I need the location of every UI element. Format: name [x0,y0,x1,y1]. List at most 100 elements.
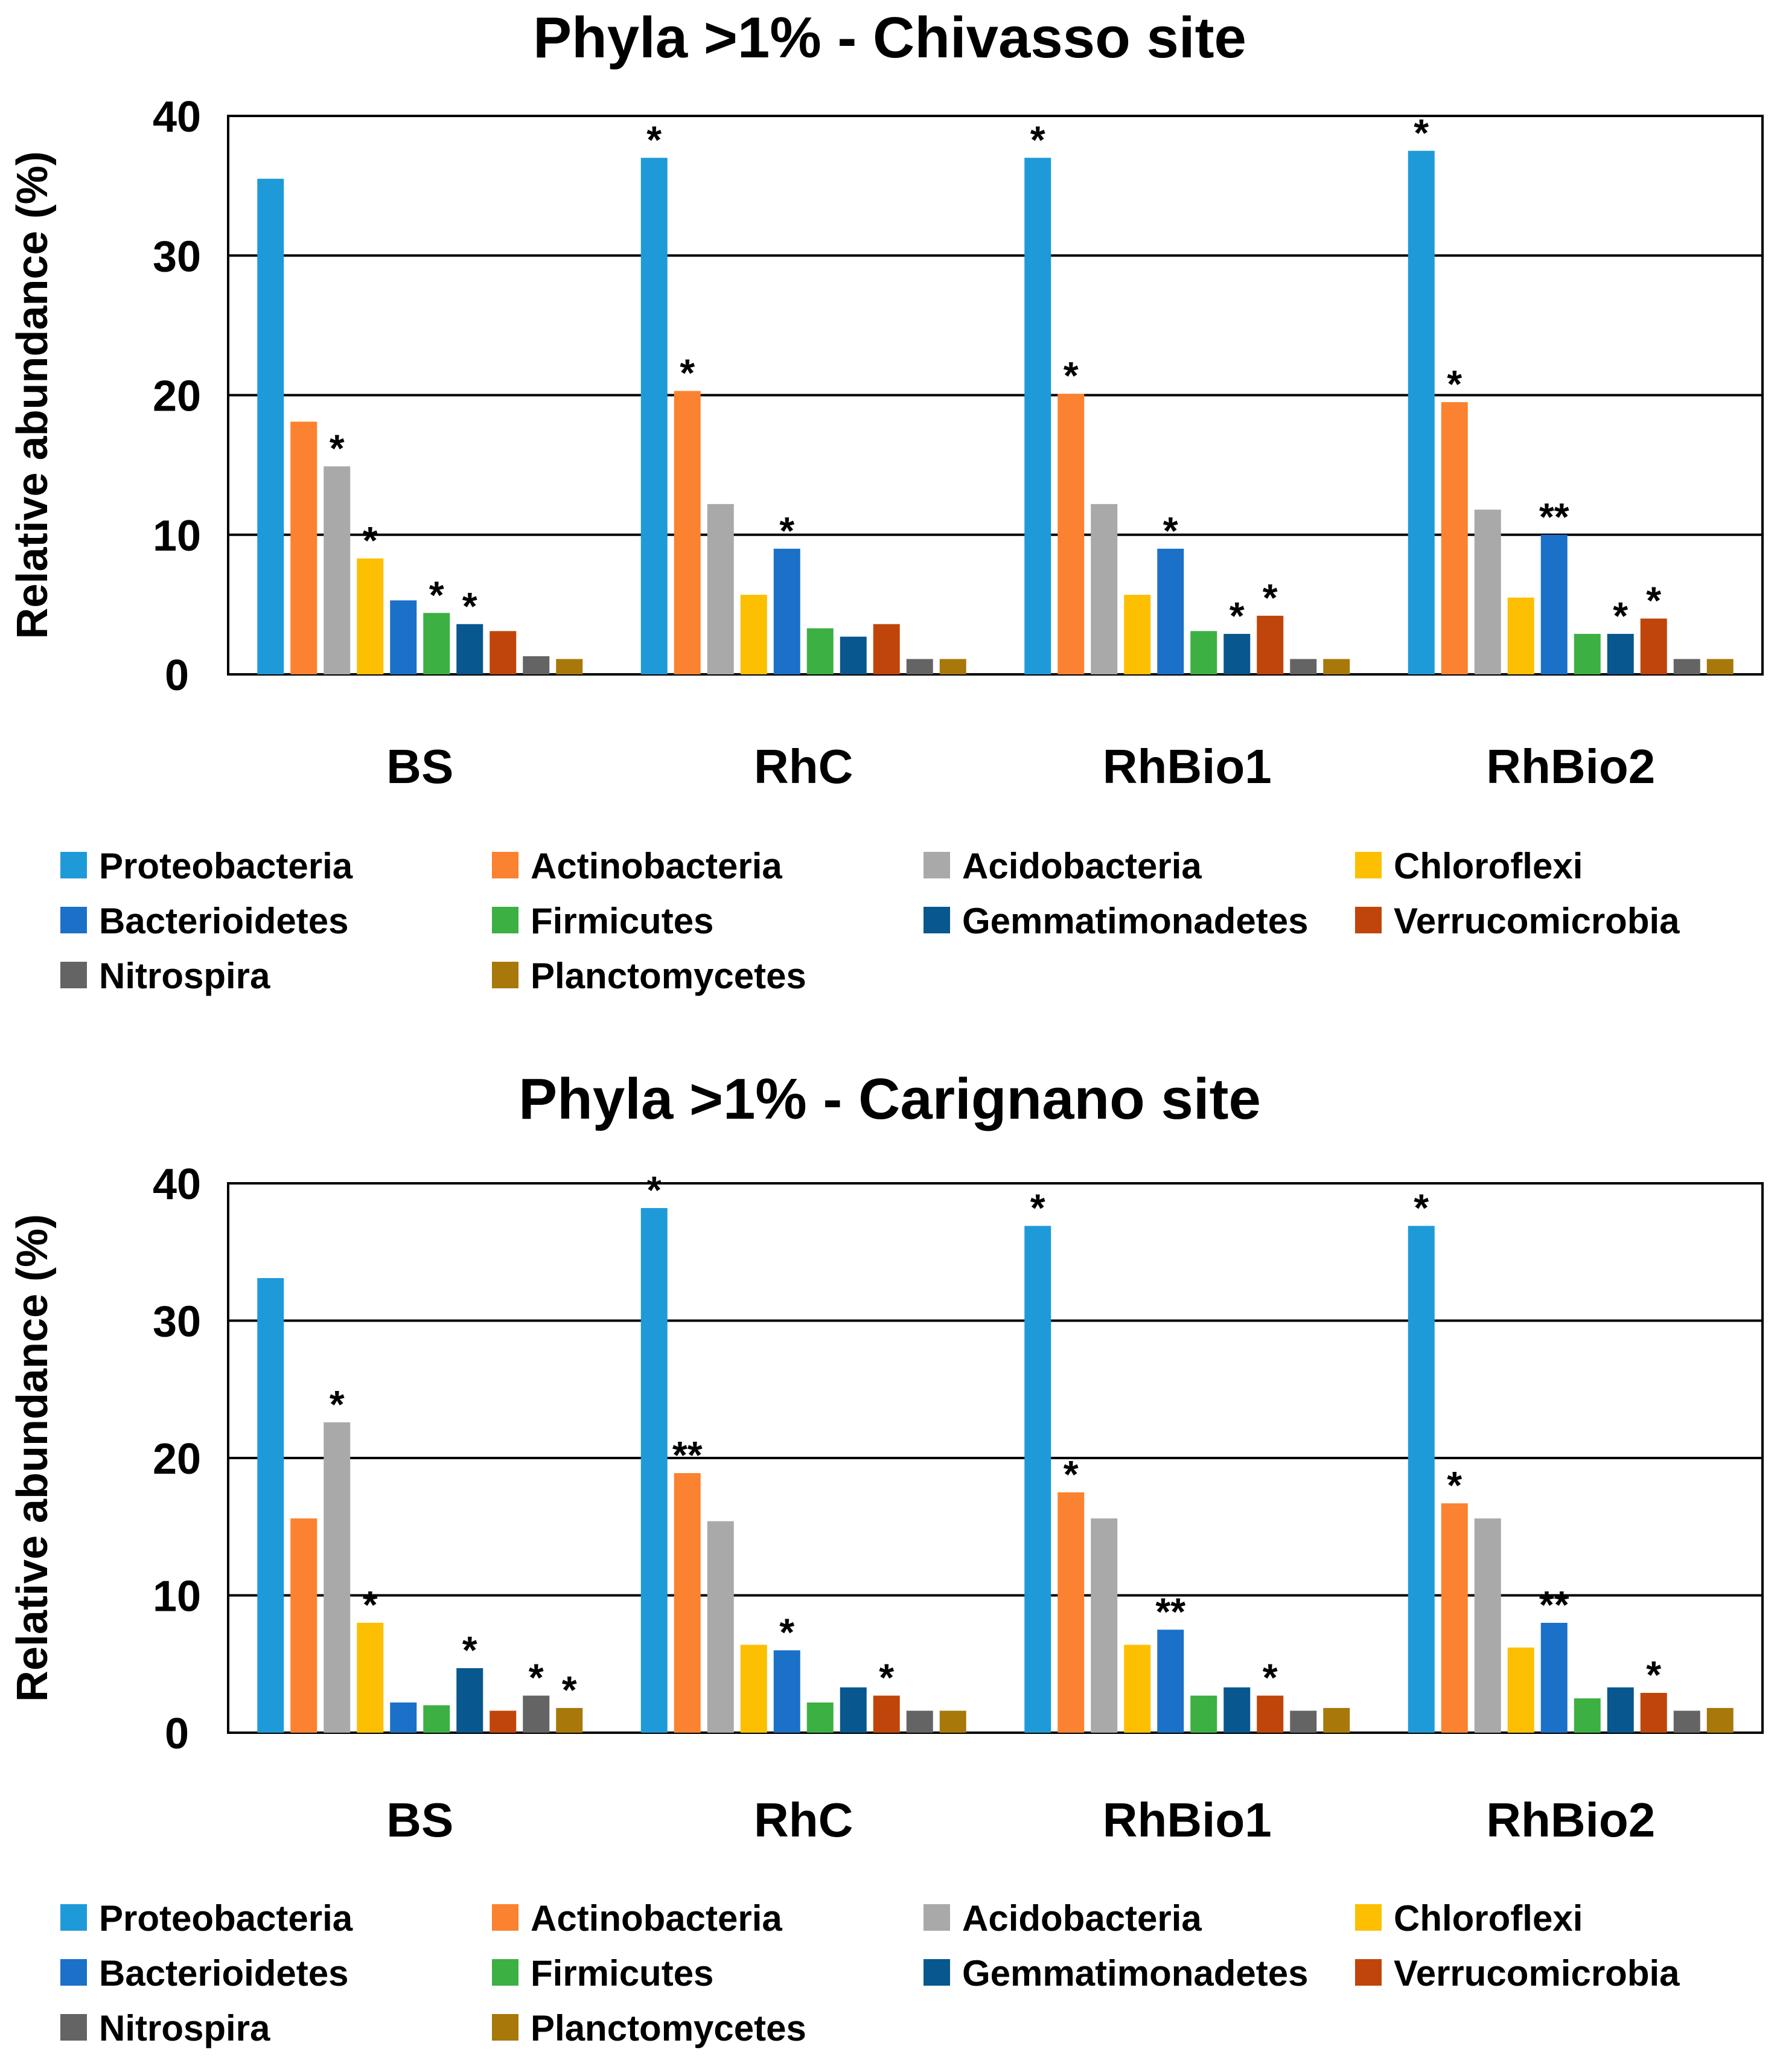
bar-chloroflexi-rhbio1 [1124,595,1151,674]
bar-nitrospira-rhc [906,1710,933,1733]
y-tick-label: 20 [153,1435,201,1483]
significance-label: * [363,1583,378,1626]
bar-verrucomicrobia-bs [490,1710,517,1733]
legend-label: Acidobacteria [962,1898,1202,1939]
bar-gemmatimonadetes-rhc [840,1687,867,1733]
y-tick-label: 0 [165,1710,189,1758]
bar-gemmatimonadetes-rhbio2 [1607,633,1634,674]
bar-proteobacteria-bs [257,179,284,674]
legend-swatch [60,907,87,933]
bar-acidobacteria-rhbio1 [1091,504,1118,674]
legend-label: Bacterioidetes [99,901,349,941]
legend-item: Chloroflexi [1355,846,1583,886]
legend-item: Proteobacteria [60,846,353,886]
bar-planctomycetes-bs [556,659,583,674]
category-label: BS [386,740,453,793]
legend-label: Nitrospira [99,956,270,996]
bar-proteobacteria-rhbio2 [1408,150,1435,674]
bar-nitrospira-rhbio2 [1673,1710,1700,1733]
significance-label: * [779,1611,794,1654]
category-label: RhBio2 [1486,740,1655,793]
chart-1: Phyla >1% - Chivasso site 0 10 20 30 40 Relati… [8,5,1764,996]
bar-verrucomicrobia-rhbio2 [1640,1693,1667,1733]
bar-bacterioidetes-bs [390,600,417,674]
legend-label: Planctomycetes [531,956,806,996]
y-tick-label: 10 [153,512,201,560]
bar-planctomycetes-bs [556,1708,583,1733]
legend-label: Chloroflexi [1394,1898,1583,1939]
legend-swatch [923,852,950,878]
y-tick-label: 10 [153,1573,201,1621]
legend-item: Gemmatimonadetes [923,901,1309,941]
significance-label: * [462,1628,477,1672]
bar-acidobacteria-rhc [707,504,734,674]
significance-label: * [1263,576,1278,619]
significance-label: * [779,509,794,552]
significance-label: * [879,1656,894,1699]
significance-label: ** [672,1433,703,1477]
bar-bacterioidetes-rhbio1 [1157,1629,1184,1733]
significance-label: * [529,1656,544,1699]
legend-label: Nitrospira [99,2008,270,2048]
bar-planctomycetes-rhc [939,659,966,674]
bar-verrucomicrobia-rhbio1 [1257,1695,1284,1733]
bar-proteobacteria-rhbio1 [1024,1226,1051,1733]
legend-swatch [60,852,87,878]
bar-gemmatimonadetes-bs [456,624,483,674]
legend-item: Firmicutes [492,1953,713,1994]
bar-nitrospira-bs [523,1695,550,1733]
legend-label: Verrucomicrobia [1394,901,1680,941]
legend-swatch [492,962,518,988]
significance-label: * [1414,111,1429,155]
bar-verrucomicrobia-rhc [873,1695,900,1733]
bar-nitrospira-rhbio1 [1290,659,1317,674]
significance-label: * [1447,1463,1462,1507]
bar-nitrospira-rhc [906,659,933,674]
bar-chloroflexi-rhbio2 [1507,597,1534,674]
bar-gemmatimonadetes-rhbio1 [1223,633,1251,674]
legend-label: Bacterioidetes [99,1953,349,1994]
bar-proteobacteria-rhc [640,1207,668,1733]
bar-proteobacteria-rhc [640,158,668,674]
legend-item: Bacterioidetes [60,901,349,941]
significance-label: ** [1539,1583,1569,1626]
bar-gemmatimonadetes-rhbio1 [1223,1687,1251,1733]
significance-label: * [680,351,695,395]
significance-label: * [646,118,662,161]
legend-swatch [923,1959,950,1986]
y-tick-label: 30 [153,232,201,281]
legend-label: Firmicutes [531,901,713,941]
significance-label: ** [1155,1590,1185,1633]
chart-2: Phyla >1% - Carignano site 0 10 20 30 40 Relat… [8,1067,1764,2048]
legend-item: Actinobacteria [492,846,782,886]
category-label: RhC [754,740,853,793]
legend-label: Chloroflexi [1394,846,1583,886]
legend-swatch [1355,852,1382,878]
significance-label: * [1030,118,1045,161]
bar-acidobacteria-rhc [707,1521,734,1733]
legend-swatch [60,962,87,988]
bar-bacterioidetes-bs [390,1702,417,1733]
bar-actinobacteria-bs [290,1518,317,1733]
legend-swatch [492,907,518,933]
significance-label: * [1230,594,1245,638]
y-tick-label: 20 [153,373,201,421]
bar-actinobacteria-rhbio2 [1441,402,1468,674]
bar-acidobacteria-rhbio2 [1474,1518,1501,1733]
bar-proteobacteria-bs [257,1277,284,1733]
legend-item: Firmicutes [492,901,713,941]
legend-item: Acidobacteria [923,1898,1202,1939]
significance-label: * [330,1383,345,1426]
bar-bacterioidetes-rhc [773,548,800,674]
bar-firmicutes-bs [423,1705,450,1733]
legend-swatch [492,1904,518,1931]
legend-swatch [492,852,518,878]
legend-swatch [1355,907,1382,933]
legend-label: Actinobacteria [531,1898,782,1939]
bar-chloroflexi-bs [357,558,384,674]
legend-item: Nitrospira [60,956,270,996]
bar-firmicutes-rhbio1 [1190,1695,1217,1733]
bar-verrucomicrobia-bs [490,631,517,674]
legend-item: Bacterioidetes [60,1953,349,1994]
